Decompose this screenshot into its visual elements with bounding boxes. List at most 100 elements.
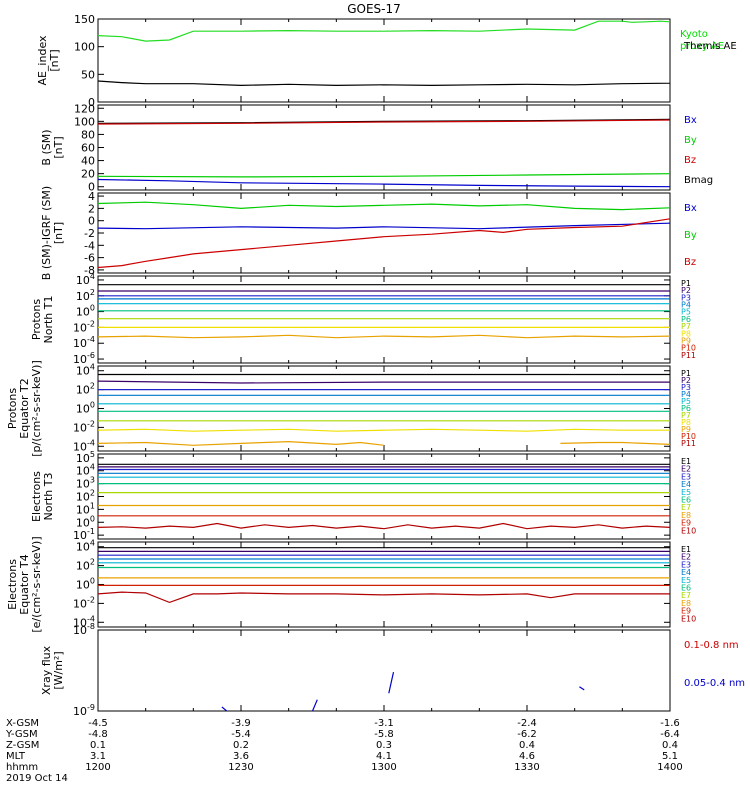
panel-frame: [97, 275, 671, 364]
y-tick-label: 10-6: [73, 351, 95, 366]
y-tick-label: 104: [76, 363, 95, 378]
series-line: [98, 173, 670, 178]
legend-entry: P9: [681, 336, 691, 345]
y-tick-label: 100: [76, 401, 95, 416]
legend-entry: E10: [681, 526, 696, 535]
x-axis-row-label: Z-GSM: [6, 740, 39, 751]
panel-3: 420-2-4-6-8 B (SM)-IGRF (SM) [nT] Bx By Bz: [40, 186, 697, 280]
y-tick-label: 4: [88, 190, 95, 203]
y-tick-label: 104: [76, 539, 95, 554]
legend-entry: P4: [681, 390, 691, 399]
series-line: [560, 441, 670, 446]
x-axis-row-label: X-GSM: [6, 718, 39, 729]
y-tick-label: 10-1: [73, 527, 95, 542]
y-tick-label: 10-9: [73, 703, 95, 718]
panel-frame: [97, 629, 671, 712]
y-tick-label: 10-8: [73, 622, 95, 637]
legend-entry: proxy AE: [680, 41, 724, 52]
y-tick-label: 10-4: [73, 335, 95, 350]
legend-entry: E3: [681, 472, 691, 481]
y-axis-label: Xray flux: [40, 645, 53, 695]
x-axis-value: -2.4: [517, 718, 537, 729]
legend-entry: E8: [681, 599, 691, 608]
legend-entry: E1: [681, 545, 691, 554]
series-line: [98, 591, 670, 604]
y-tick-label: -8: [84, 264, 95, 277]
legend-entry: P8: [681, 418, 691, 427]
y-axis-label: B (SM)-IGRF (SM): [40, 186, 53, 280]
series-line: [98, 178, 670, 188]
y-axis-label: [W/m²]: [52, 651, 65, 689]
y-tick-label: 0: [88, 96, 95, 109]
y-tick-label: 102: [76, 288, 95, 303]
legend-entry: P8: [681, 329, 691, 338]
y-tick-label: 101: [76, 501, 95, 516]
series-line: [98, 334, 670, 339]
series-line: [98, 522, 670, 530]
legend-entry: P7: [681, 322, 691, 331]
y-axis-label: Protons: [6, 388, 19, 429]
x-axis-value: -5.4: [231, 729, 251, 740]
y-axis-label: [nT]: [52, 136, 65, 158]
x-axis-value: -5.8: [374, 729, 394, 740]
y-tick-label: 20: [81, 168, 95, 181]
x-axis-value: 1400: [657, 762, 682, 773]
x-axis-value: 0.2: [233, 740, 249, 751]
series-line: [98, 428, 670, 432]
legend-entry: P9: [681, 425, 691, 434]
legend-entry: E2: [681, 553, 691, 562]
legend-entry: Kyoto: [680, 29, 708, 40]
date-label: 2019 Oct 14: [6, 773, 68, 784]
y-tick-label: 10-2: [73, 319, 95, 334]
legend-entry: P11: [681, 439, 696, 448]
x-axis-value: -4.5: [88, 718, 108, 729]
x-axis-row-label: hhmm: [6, 762, 38, 773]
x-axis-value: -3.1: [374, 718, 394, 729]
legend-entry: E5: [681, 488, 691, 497]
y-axis-label: Electrons: [6, 559, 19, 610]
y-tick-label: -2: [84, 227, 95, 240]
y-tick-label: 60: [81, 142, 95, 155]
series-line: [98, 55, 670, 87]
x-axis-value: 0.4: [662, 740, 678, 751]
x-axis-value: 0.4: [519, 740, 535, 751]
legend-entry: Bx: [684, 203, 697, 214]
y-tick-label: 102: [76, 489, 95, 504]
series-line: [579, 686, 585, 691]
legend-entry: Bmag: [684, 175, 713, 186]
x-axis-value: 5.1: [662, 751, 678, 762]
y-axis-label: Equator T4: [18, 554, 31, 614]
x-axis-value: 0.1: [90, 740, 106, 751]
y-tick-label: 10-4: [73, 614, 95, 629]
x-axis-value: -4.8: [88, 729, 108, 740]
y-tick-label: 50: [81, 68, 95, 81]
legend-entry: 0.1-0.8 nm: [684, 640, 739, 651]
legend-entry: E4: [681, 480, 691, 489]
legend-entry: Bx: [684, 115, 697, 126]
legend-entry: E6: [681, 584, 691, 593]
x-axis-value: 1330: [514, 762, 539, 773]
legend-entry: P6: [681, 404, 691, 413]
y-axis-label: AE_index: [36, 35, 49, 86]
legend-entry: 0.05-0.4 nm: [684, 678, 745, 689]
legend-entry: E7: [681, 503, 691, 512]
legend-entry: Bz: [684, 257, 696, 268]
x-axis-value: 1230: [228, 762, 253, 773]
legend-entry: E10: [681, 614, 696, 623]
legend-entry: P3: [681, 293, 691, 302]
series-line: [98, 218, 670, 269]
x-axis-value: 4.6: [519, 751, 535, 762]
y-tick-label: 100: [76, 577, 95, 592]
y-tick-label: 10-2: [73, 419, 95, 434]
legend-entry: P1: [681, 279, 691, 288]
legend-entry: P5: [681, 308, 691, 317]
y-tick-label: 102: [76, 558, 95, 573]
series-line: [388, 671, 395, 694]
legend-entry: P5: [681, 397, 691, 406]
legend-entry: E8: [681, 511, 691, 520]
y-tick-label: 2: [88, 202, 95, 215]
x-axis-value: -6.2: [517, 729, 537, 740]
